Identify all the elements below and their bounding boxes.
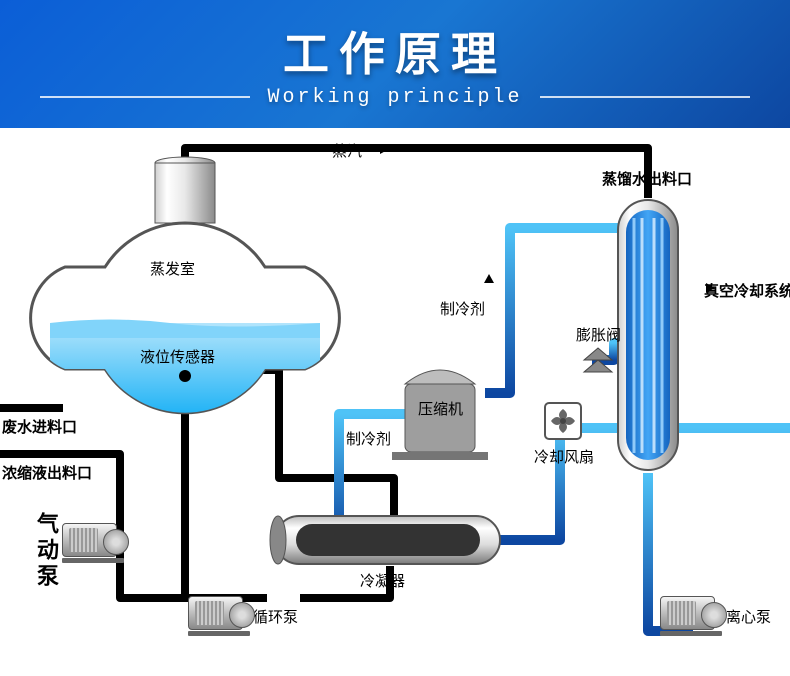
centrifugal-pump-icon <box>660 596 722 636</box>
arrow-icon <box>380 144 389 154</box>
label-dist-outlet: 蒸馏水出料口 <box>602 168 692 189</box>
condenser-vessel <box>270 516 500 564</box>
label-refrigerant-1: 制冷剂 <box>440 298 485 319</box>
label-centr-pump: 离心泵 <box>726 606 771 627</box>
label-condenser: 冷凝器 <box>360 570 405 591</box>
arrow-icon <box>484 274 494 283</box>
label-waste-inlet: 废水进料口 <box>2 416 77 437</box>
expansion-valve-icon <box>584 348 612 372</box>
label-exp-valve: 膨胀阀 <box>576 324 621 345</box>
label-steam: 蒸汽 <box>332 140 362 161</box>
circulation-pump-icon <box>188 596 250 636</box>
divider <box>40 96 250 98</box>
evaporator-vessel <box>31 157 340 433</box>
label-level-sensor: 液位传感器 <box>140 346 215 367</box>
label-compressor: 压缩机 <box>418 398 463 419</box>
label-evap-chamber: 蒸发室 <box>150 258 195 279</box>
distillation-column <box>618 200 678 470</box>
cooling-fan-icon <box>545 403 581 439</box>
label-conc-outlet: 浓缩液出料口 <box>2 462 92 483</box>
label-circ-pump: 循环泵 <box>253 606 298 627</box>
divider <box>540 96 750 98</box>
label-cooling-fan: 冷却风扇 <box>534 446 594 467</box>
process-diagram: 蒸发室 液位传感器 废水进料口 浓缩液出料口 气动泵 循环泵 冷凝器 蒸汽 制冷… <box>0 128 790 676</box>
label-vac-cool: 真空冷却系统 <box>704 280 790 301</box>
page-title: 工作原理 <box>0 18 790 84</box>
label-pneu-pump: 气动泵 <box>30 512 62 590</box>
arrow-icon <box>706 283 715 293</box>
pneumatic-pump-icon <box>62 523 124 563</box>
label-refrigerant-2: 制冷剂 <box>346 428 391 449</box>
